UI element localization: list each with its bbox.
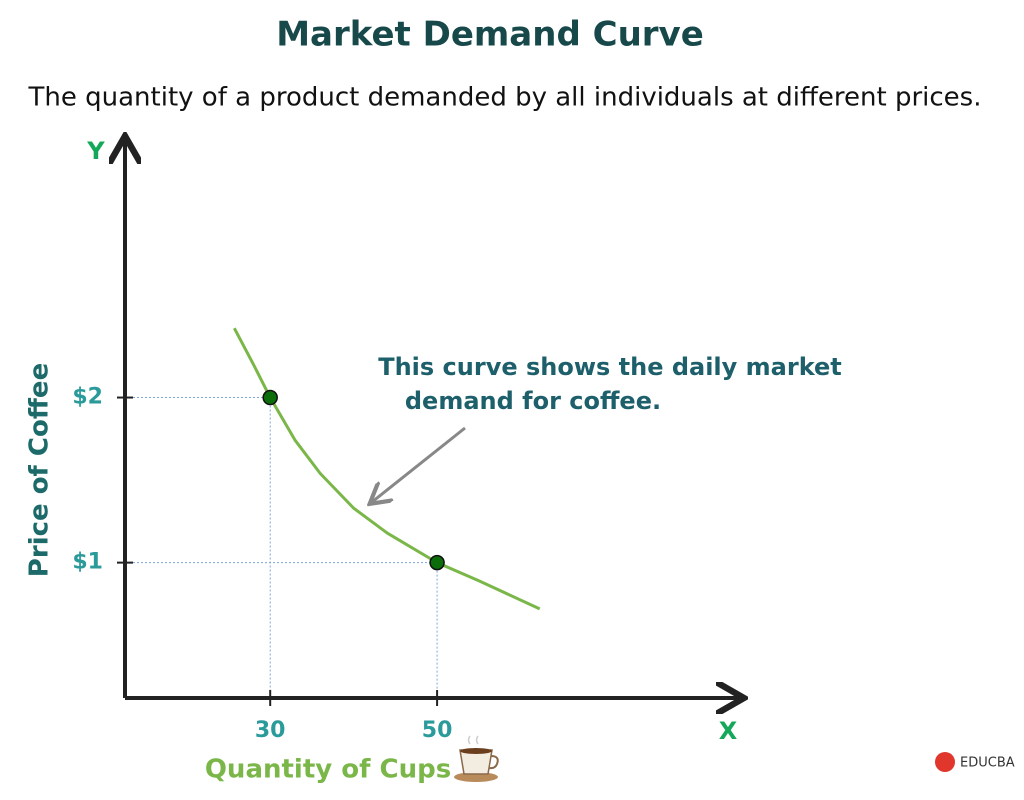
point xyxy=(429,554,445,571)
x-tick-label: 50 xyxy=(422,718,453,743)
annotation: demand for coffee. xyxy=(405,387,661,415)
chart-title: Market Demand Curve xyxy=(276,15,704,55)
annotation: This curve shows the daily market xyxy=(378,353,842,381)
logo-icon xyxy=(935,752,955,772)
y-tick-label: $2 xyxy=(72,385,103,410)
x-tick-label: 30 xyxy=(255,718,286,743)
x-axis-label: Quantity of Cups xyxy=(205,755,451,785)
subtitle: The quantity of a product demanded by al… xyxy=(28,83,982,113)
logo: EDUCBA xyxy=(960,756,1015,771)
coffee-icon xyxy=(454,735,499,782)
annotation-arrow xyxy=(372,426,466,502)
demand-curve xyxy=(232,327,541,611)
x-axis-letter: X xyxy=(719,717,738,745)
y-axis-label: Price of Coffee xyxy=(25,363,55,577)
y-tick-label: $1 xyxy=(72,550,103,575)
point xyxy=(262,389,278,406)
y-axis-letter: Y xyxy=(86,137,105,165)
